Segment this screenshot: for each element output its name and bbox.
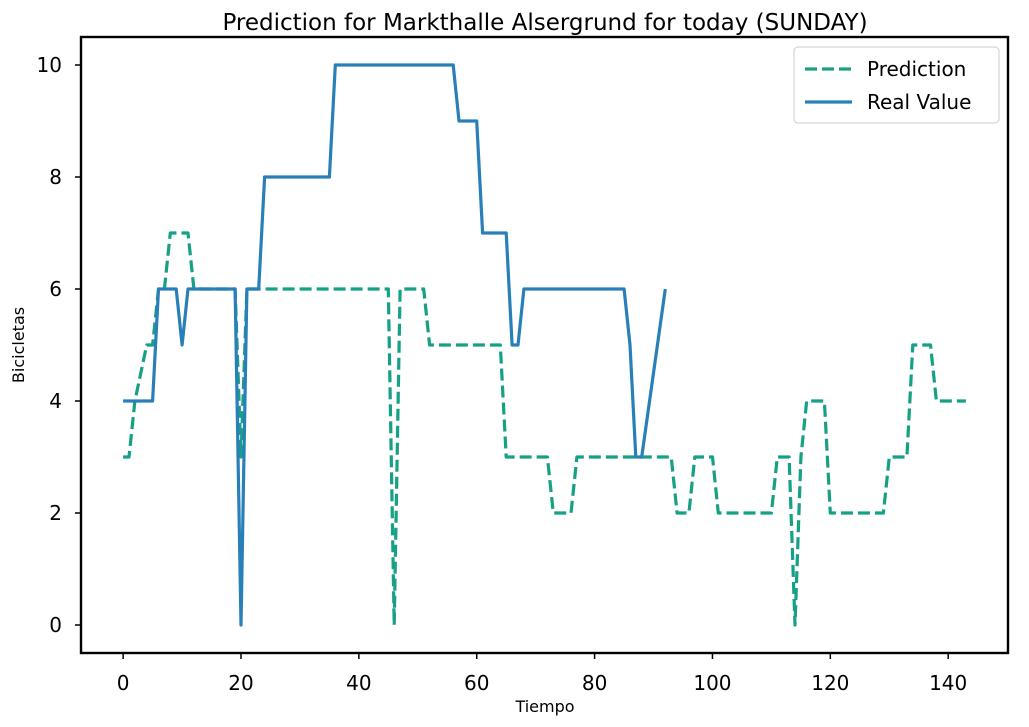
y-tick-label: 10 [37,53,62,77]
series-line-prediction [123,231,966,627]
y-tick-label: 4 [49,389,62,413]
y-tick-label: 8 [49,165,62,189]
x-tick-label: 20 [228,671,253,695]
x-tick-label: 80 [582,671,607,695]
chart-title: Prediction for Markthalle Alsergrund for… [222,10,867,36]
plot-area [123,63,966,627]
x-tick-label: 100 [693,671,731,695]
y-tick-label: 2 [49,501,62,525]
legend-label: Prediction [867,57,966,81]
plot-frame [79,35,1010,655]
x-tick-label: 120 [811,671,849,695]
y-axis-label: Bicicletas [9,307,28,383]
legend-label: Real Value [867,90,971,114]
y-tick-label: 0 [49,613,62,637]
legend-box [793,46,1000,124]
legend: Prediction Real Value [793,46,1000,124]
x-tick-label: 140 [929,671,967,695]
y-axis: 0 2 4 6 8 10 [37,53,81,637]
y-tick-label: 6 [49,277,62,301]
x-tick-label: 40 [346,671,371,695]
x-axis-label: Tiempo [514,697,574,716]
x-axis: 0 20 40 60 80 100 120 140 [117,653,967,695]
x-tick-label: 60 [464,671,489,695]
x-tick-label: 0 [117,671,130,695]
series-line-real-value [123,63,667,627]
